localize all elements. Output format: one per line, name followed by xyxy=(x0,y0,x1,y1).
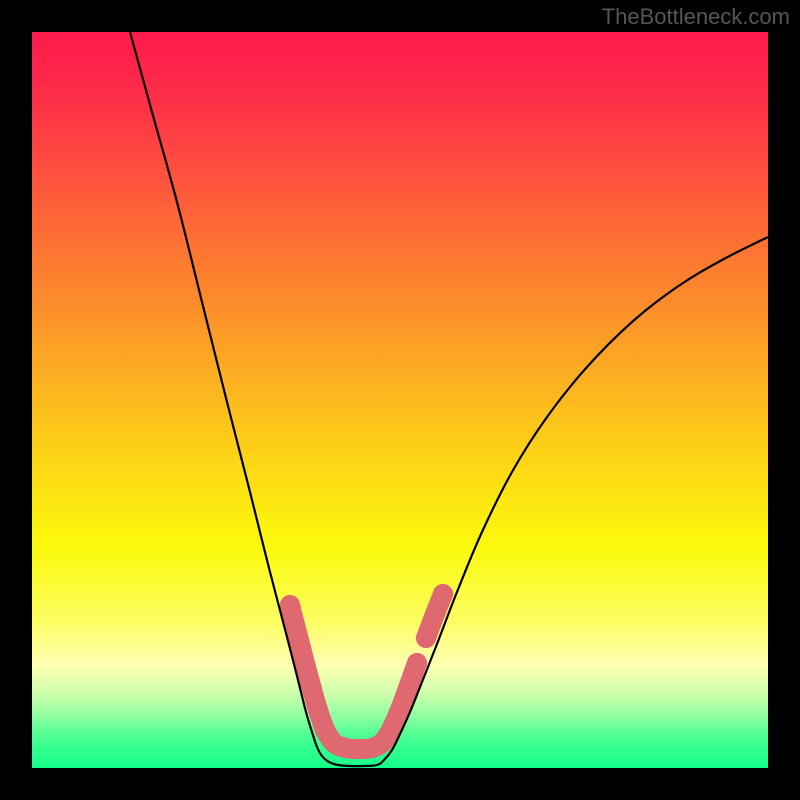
curve-layer xyxy=(32,32,768,768)
plot-area xyxy=(32,32,768,768)
bottleneck-curve xyxy=(130,32,768,766)
chart-frame: TheBottleneck.com xyxy=(0,0,800,800)
watermark-text: TheBottleneck.com xyxy=(602,4,790,30)
